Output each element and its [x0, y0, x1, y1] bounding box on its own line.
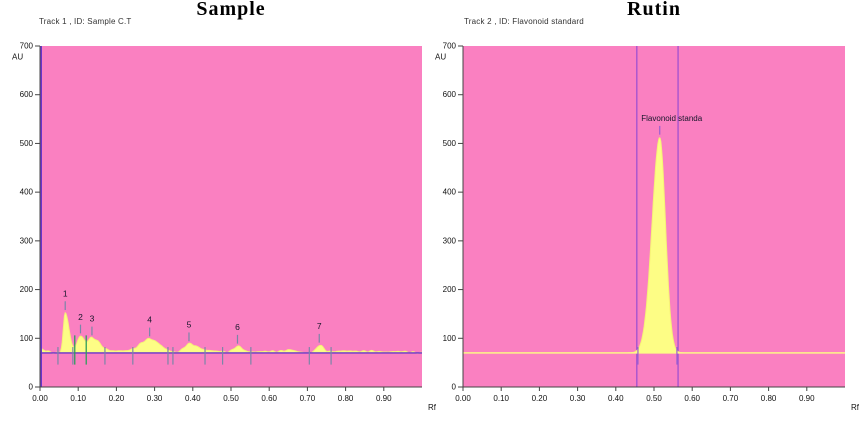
track-info-sample: Track 1 , ID: Sample C.T	[39, 17, 132, 26]
y-tick-label: 200	[20, 285, 34, 294]
peak-label: Flavonoid standa	[641, 114, 702, 123]
y-tick-label: 400	[443, 188, 457, 197]
y-tick-label: 400	[20, 188, 34, 197]
peak-label: 7	[317, 321, 322, 331]
x-tick-label: 0.10	[493, 394, 509, 403]
x-axis-unit-label: Rf	[428, 403, 437, 412]
x-axis-unit-label: Rf	[851, 403, 860, 412]
signal-trace	[40, 311, 423, 354]
y-tick-label: 0	[29, 383, 34, 392]
x-tick-label: 0.90	[799, 394, 815, 403]
signal-fill	[40, 312, 422, 354]
y-tick-label: 300	[443, 236, 457, 245]
peak-label: 3	[90, 314, 95, 324]
x-tick-label: 0.00	[455, 394, 471, 403]
y-tick-label: 500	[20, 139, 34, 148]
x-tick-label: 0.60	[261, 394, 277, 403]
x-tick-label: 0.80	[761, 394, 777, 403]
track-info-rutin: Track 2 , ID: Flavonoid standard	[464, 17, 584, 26]
x-tick-label: 0.50	[223, 394, 239, 403]
x-tick-label: 0.90	[376, 394, 392, 403]
y-axis-unit-label: AU	[435, 53, 446, 62]
x-tick-label: 0.30	[147, 394, 163, 403]
y-tick-label: 600	[443, 90, 457, 99]
x-tick-label: 0.70	[300, 394, 316, 403]
y-tick-label: 100	[20, 334, 34, 343]
y-tick-label: 700	[443, 42, 457, 51]
x-tick-label: 0.50	[646, 394, 662, 403]
x-tick-label: 0.40	[608, 394, 624, 403]
y-tick-label: 100	[443, 334, 457, 343]
peak-label: 5	[187, 320, 192, 330]
peak-label: 4	[147, 315, 152, 325]
chromatogram-panel-rutin: Rutin Track 2 , ID: Flavonoid standard F…	[434, 0, 867, 421]
x-tick-label: 0.20	[532, 394, 548, 403]
x-tick-label: 0.60	[684, 394, 700, 403]
chromatogram-plot-rutin: Flavonoid standa 0 100 200 300 400 500 600 700 0.…	[435, 42, 860, 413]
plot-background	[40, 46, 422, 387]
x-tick-label: 0.00	[32, 394, 48, 403]
x-tick-label: 0.10	[70, 394, 86, 403]
peak-label: 6	[235, 322, 240, 332]
signal-fill	[463, 137, 845, 353]
x-tick-label: 0.70	[723, 394, 739, 403]
x-tick-label: 0.30	[570, 394, 586, 403]
chart-title-sample: Sample	[196, 0, 266, 20]
y-tick-label: 700	[20, 42, 34, 51]
peak-label: 1	[63, 288, 68, 298]
x-tick-label: 0.40	[185, 394, 201, 403]
y-tick-label: 600	[20, 90, 34, 99]
x-tick-label: 0.20	[109, 394, 125, 403]
y-axis-unit-label: AU	[12, 53, 23, 62]
chart-title-rutin: Rutin	[627, 0, 681, 20]
peak-label: 2	[78, 312, 83, 322]
y-tick-label: 200	[443, 285, 457, 294]
y-tick-label: 0	[452, 383, 457, 392]
x-tick-label: 0.80	[338, 394, 354, 403]
y-tick-label: 500	[443, 139, 457, 148]
y-tick-label: 300	[20, 236, 34, 245]
